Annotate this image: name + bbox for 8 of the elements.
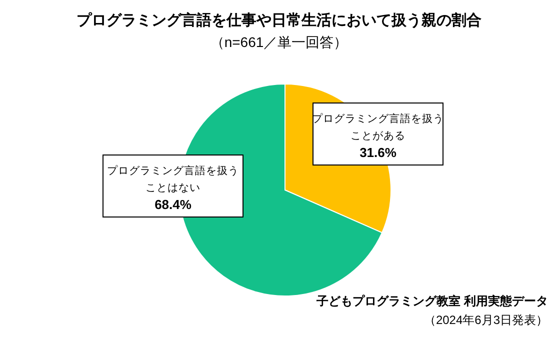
text: 子どもプログラミング教室 利用実態データ bbox=[316, 294, 548, 308]
text: （2024年6月3日発表） bbox=[424, 313, 548, 327]
chart-subtitle: （n=661／単一回答） bbox=[210, 34, 348, 50]
data-label: 31.6% bbox=[360, 145, 397, 160]
chart-title: プログラミング言語を仕事や日常生活において扱う親の割合 bbox=[76, 11, 482, 29]
slice-label: プログラミング言語を扱うことがある bbox=[312, 112, 444, 142]
data-label: 68.4% bbox=[154, 197, 192, 212]
slice-label: プログラミング言語を扱うことはない bbox=[107, 164, 239, 194]
